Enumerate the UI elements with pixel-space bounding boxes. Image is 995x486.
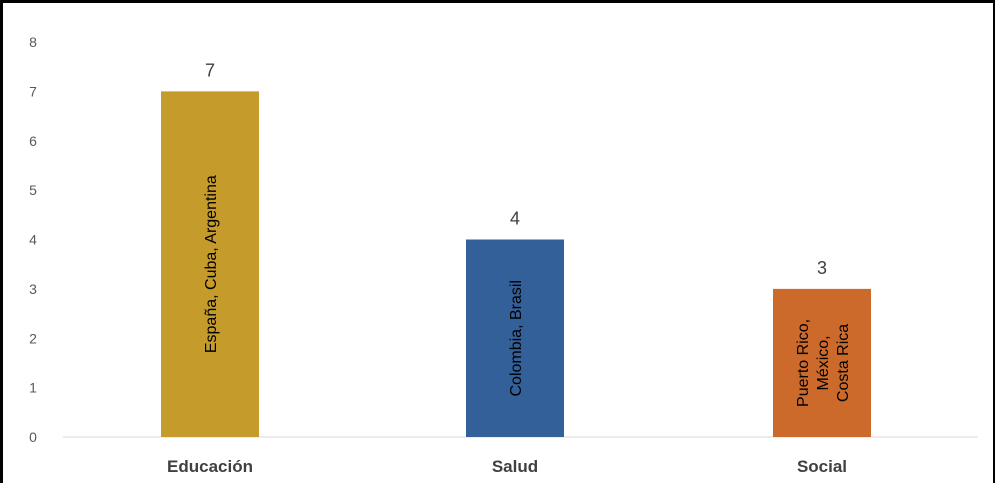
y-tick-label: 0 bbox=[29, 429, 37, 445]
x-category-label: Educación bbox=[167, 457, 253, 476]
y-tick-label: 7 bbox=[29, 83, 37, 99]
data-label: 3 bbox=[817, 258, 827, 278]
y-tick-label: 3 bbox=[29, 281, 37, 297]
bar-educacion bbox=[161, 91, 259, 437]
bar-social bbox=[773, 288, 871, 437]
x-category-label: Salud bbox=[492, 457, 538, 476]
bar-annotation: Puerto Rico, bbox=[795, 319, 812, 407]
bar-annotations: España, Cuba, Argentina Colombia, Brasil P… bbox=[203, 175, 852, 407]
y-tick-label: 6 bbox=[29, 133, 37, 149]
bar-annotation: Costa Rica bbox=[835, 324, 852, 402]
x-axis-categories: Educación Salud Social bbox=[167, 457, 847, 476]
data-label: 4 bbox=[510, 209, 520, 229]
y-tick-label: 4 bbox=[29, 232, 37, 248]
data-labels: 7 4 3 bbox=[205, 60, 827, 278]
bar-chart: 0 1 2 3 4 5 6 7 8 7 4 3 España, Cuba, Argentina Col… bbox=[29, 34, 978, 476]
y-tick-label: 5 bbox=[29, 182, 37, 198]
y-axis-ticks: 0 1 2 3 4 5 6 7 8 bbox=[29, 34, 37, 445]
bar-annotation: México, bbox=[815, 335, 832, 390]
y-tick-label: 1 bbox=[29, 380, 37, 396]
bar-salud bbox=[466, 239, 564, 437]
y-tick-label: 2 bbox=[29, 330, 37, 346]
data-label: 7 bbox=[205, 60, 215, 80]
x-category-label: Social bbox=[797, 457, 847, 476]
bar-annotation: Colombia, Brasil bbox=[508, 280, 525, 396]
bars bbox=[161, 91, 871, 437]
y-tick-label: 8 bbox=[29, 34, 37, 50]
bar-annotation: España, Cuba, Argentina bbox=[203, 175, 220, 353]
